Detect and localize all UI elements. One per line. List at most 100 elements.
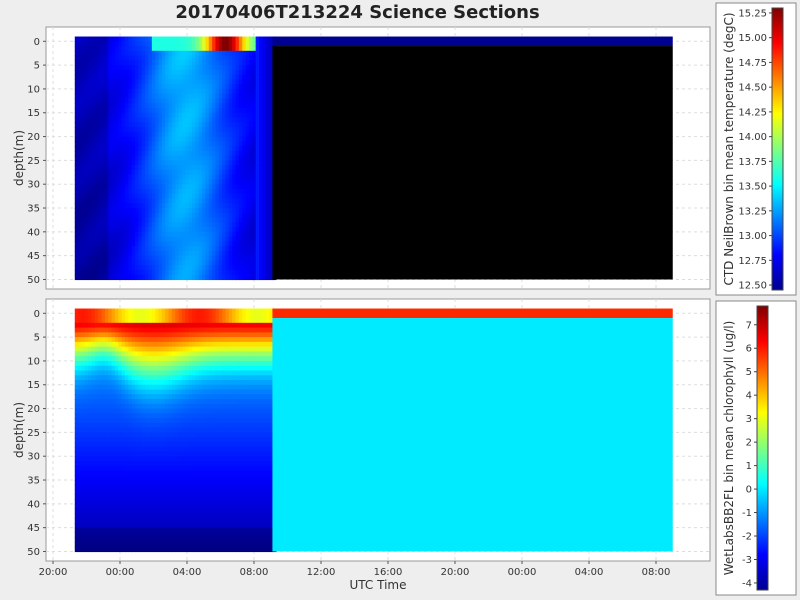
- heatmap-cell: [74, 112, 79, 119]
- heatmap-cell: [125, 465, 129, 472]
- heatmap-cell: [111, 136, 116, 142]
- heatmap-cell: [138, 60, 143, 66]
- heatmap-cell: [111, 413, 116, 419]
- heatmap-cell: [181, 146, 186, 152]
- heatmap-cell: [158, 341, 163, 348]
- heatmap-cell: [248, 269, 253, 276]
- heatmap-cell: [151, 203, 156, 209]
- heatmap-cell: [195, 217, 200, 223]
- heatmap-cell: [188, 246, 193, 252]
- heatmap-cell: [192, 227, 196, 233]
- heatmap-cell: [111, 475, 116, 481]
- heatmap-cell: [188, 227, 193, 233]
- heatmap-cell: [158, 269, 163, 276]
- heatmap-cell: [151, 318, 156, 324]
- heatmap-cell: [121, 537, 126, 543]
- heatmap-cell: [84, 351, 89, 357]
- heatmap-cell: [84, 375, 89, 381]
- heatmap-cell: [98, 508, 103, 514]
- heatmap-cell: [181, 370, 186, 376]
- heatmap-cell: [195, 269, 200, 276]
- heatmap-cell: [235, 155, 240, 161]
- heatmap-cell: [218, 188, 223, 195]
- heatmap-cell: [228, 212, 233, 219]
- heatmap-cell: [212, 236, 217, 242]
- heatmap-cell: [108, 318, 113, 324]
- heatmap-cell: [252, 46, 257, 52]
- heatmap-cell: [212, 112, 217, 119]
- heatmap-cell: [81, 351, 86, 357]
- heatmap-cell: [114, 422, 119, 429]
- heatmap-cell: [255, 274, 260, 281]
- heatmap-cell: [181, 150, 186, 157]
- heatmap-cell: [128, 127, 133, 133]
- heatmap-cell: [138, 546, 143, 553]
- heatmap-cell: [161, 541, 166, 548]
- heatmap-cell: [215, 193, 220, 200]
- heatmap-cell: [158, 308, 163, 314]
- heatmap-cell: [202, 98, 207, 104]
- heatmap-cell: [185, 399, 190, 405]
- heatmap-cell: [161, 389, 166, 395]
- heatmap-cell: [222, 50, 227, 57]
- heatmap-cell: [104, 470, 109, 476]
- heatmap-cell: [128, 241, 133, 247]
- heatmap-cell: [108, 179, 113, 185]
- heatmap-cell: [161, 351, 166, 357]
- heatmap-cell: [188, 88, 193, 95]
- heatmap-cell: [155, 308, 160, 314]
- heatmap-cell: [225, 203, 230, 209]
- heatmap-cell: [98, 55, 103, 61]
- heatmap-cell: [111, 160, 116, 166]
- heatmap-cell: [121, 255, 126, 262]
- heatmap-cell: [262, 84, 267, 90]
- heatmap-cell: [81, 36, 86, 42]
- heatmap-cell: [178, 217, 183, 223]
- heatmap-cell: [101, 131, 106, 138]
- heatmap-cell: [135, 389, 140, 395]
- heatmap-cell: [114, 360, 119, 367]
- heatmap-cell: [94, 160, 99, 166]
- heatmap-cell: [232, 88, 237, 95]
- heatmap-cell: [235, 217, 240, 223]
- heatmap-cell: [161, 60, 166, 66]
- heatmap-cell: [151, 503, 156, 510]
- heatmap-cell: [121, 231, 126, 238]
- heatmap-cell: [181, 408, 186, 414]
- heatmap-cell: [228, 208, 233, 214]
- heatmap-cell: [131, 93, 136, 100]
- heatmap-cell: [248, 203, 253, 209]
- heatmap-cell: [138, 69, 143, 76]
- heatmap-cell: [148, 241, 153, 247]
- heatmap-cell: [94, 541, 99, 548]
- heatmap-cell: [151, 84, 156, 90]
- heatmap-cell: [215, 198, 220, 204]
- heatmap-cell: [148, 446, 153, 453]
- heatmap-cell: [262, 246, 267, 252]
- heatmap-cell: [198, 184, 203, 190]
- heatmap-cell: [262, 269, 267, 276]
- heatmap-cell: [148, 351, 153, 357]
- heatmap-cell: [158, 332, 163, 338]
- heatmap-cell: [84, 84, 89, 90]
- heatmap-cell: [94, 136, 99, 142]
- heatmap-cell: [175, 36, 180, 42]
- heatmap-cell: [175, 255, 180, 262]
- heatmap-cell: [135, 422, 140, 429]
- heatmap-cell: [252, 41, 257, 47]
- heatmap-cell: [185, 522, 190, 529]
- heatmap-cell: [235, 165, 240, 171]
- heatmap-cell: [185, 274, 190, 281]
- heatmap-cell: [148, 250, 153, 257]
- chart-title: 20170406T213224 Science Sections: [175, 2, 540, 23]
- heatmap-cell: [161, 84, 166, 90]
- heatmap-cell: [185, 537, 190, 543]
- heatmap-cell: [168, 212, 173, 219]
- heatmap-cell: [205, 217, 210, 223]
- heatmap-cell: [138, 432, 143, 438]
- heatmap-cell: [248, 260, 253, 266]
- heatmap-cell: [175, 308, 180, 314]
- heatmap-cell: [259, 46, 263, 52]
- heatmap-cell: [161, 212, 166, 219]
- heatmap-cell: [148, 146, 153, 152]
